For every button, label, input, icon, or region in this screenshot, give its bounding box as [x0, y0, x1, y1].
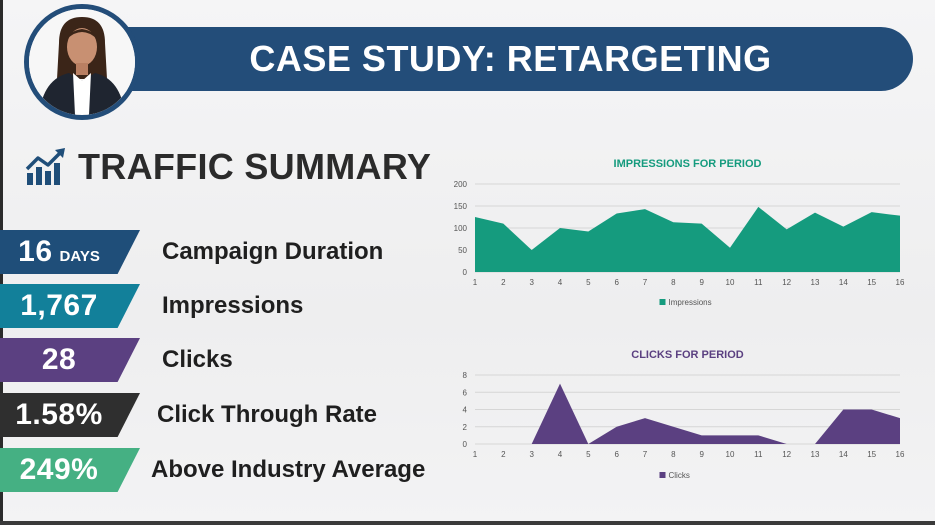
x-tick-label: 15	[867, 278, 876, 287]
x-tick-label: 9	[699, 450, 704, 459]
chart-title: CLICKS FOR PERIOD	[631, 349, 744, 361]
y-tick-label: 0	[463, 268, 468, 277]
x-tick-label: 1	[473, 278, 478, 287]
stat-box-duration: 16 DAYS	[0, 230, 140, 274]
stat-label: Above Industry Average	[151, 456, 426, 483]
y-tick-label: 8	[463, 371, 468, 380]
person-avatar-icon	[29, 9, 135, 115]
x-tick-label: 11	[754, 450, 763, 459]
stat-value: 28	[41, 343, 77, 376]
legend-swatch	[659, 299, 666, 305]
y-tick-label: 200	[454, 180, 468, 189]
x-tick-label: 8	[671, 278, 676, 287]
x-tick-label: 16	[896, 278, 905, 287]
series-area-impressions	[475, 206, 900, 272]
clicks-chart: CLICKS FOR PERIOD 0 2 4 6 8 1 2 3 4 5 6 7 8 9 10 11 12 13 1…	[440, 340, 920, 490]
y-tick-label: 100	[454, 224, 468, 233]
stat-row-impressions: 1,767 Impressions	[0, 284, 460, 328]
series-area-clicks	[475, 383, 900, 444]
x-tick-label: 5	[586, 450, 591, 459]
impressions-chart: IMPRESSIONS FOR PERIOD 0 50 100 150 200 1 2 3 4 5 6…	[440, 150, 920, 315]
x-tick-label: 14	[839, 450, 848, 459]
x-tick-label: 10	[726, 278, 735, 287]
stat-box-above-average: 249%	[0, 448, 140, 492]
x-tick-label: 7	[643, 278, 648, 287]
frame-bottom-edge	[0, 521, 935, 525]
x-tick-label: 6	[614, 278, 619, 287]
legend-label: Impressions	[669, 298, 712, 307]
stat-label: Impressions	[162, 292, 304, 319]
stat-box-impressions: 1,767	[0, 284, 140, 328]
legend-swatch	[659, 472, 666, 478]
stat-row-duration: 16 DAYS Campaign Duration	[0, 230, 460, 274]
stat-row-above-average: 249% Above Industry Average	[0, 448, 460, 492]
y-tick-label: 0	[463, 440, 468, 449]
section-title-text: TRAFFIC SUMMARY	[78, 146, 432, 187]
stat-value: 249%	[19, 453, 99, 486]
trending-chart-icon	[25, 148, 65, 185]
x-tick-label: 15	[867, 450, 876, 459]
title-banner	[108, 27, 913, 91]
stat-value: 1.58%	[15, 398, 103, 431]
stat-label: Campaign Duration	[162, 238, 384, 265]
y-tick-label: 150	[454, 202, 468, 211]
y-tick-label: 50	[458, 246, 467, 255]
x-tick-label: 8	[671, 450, 676, 459]
x-tick-label: 3	[529, 450, 534, 459]
x-tick-label: 16	[896, 450, 905, 459]
x-tick-label: 12	[782, 450, 791, 459]
stat-row-ctr: 1.58% Click Through Rate	[0, 393, 460, 437]
x-tick-label: 9	[699, 278, 704, 287]
stat-box-ctr: 1.58%	[0, 393, 140, 437]
x-tick-label: 6	[614, 450, 619, 459]
x-tick-label: 2	[501, 278, 506, 287]
x-tick-label: 10	[726, 450, 735, 459]
stat-value: 1,767	[20, 289, 98, 322]
y-tick-label: 6	[463, 388, 468, 397]
chart-title: IMPRESSIONS FOR PERIOD	[614, 158, 762, 170]
x-tick-label: 3	[529, 278, 534, 287]
x-tick-label: 4	[558, 278, 563, 287]
stat-unit: DAYS	[59, 247, 100, 265]
x-tick-label: 13	[811, 450, 820, 459]
legend-label: Clicks	[669, 471, 690, 480]
stat-label: Click Through Rate	[157, 401, 378, 428]
x-tick-label: 5	[586, 278, 591, 287]
stat-label: Clicks	[162, 346, 233, 373]
x-tick-label: 13	[811, 278, 820, 287]
x-tick-label: 2	[501, 450, 506, 459]
stat-value: 16	[18, 235, 53, 268]
x-tick-label: 1	[473, 450, 478, 459]
x-tick-label: 11	[754, 278, 763, 287]
x-tick-label: 12	[782, 278, 791, 287]
x-tick-label: 7	[643, 450, 648, 459]
x-tick-label: 4	[558, 450, 563, 459]
avatar	[24, 4, 140, 120]
y-tick-label: 4	[463, 406, 468, 415]
stat-row-clicks: 28 Clicks	[0, 338, 460, 382]
stat-box-clicks: 28	[0, 338, 140, 382]
page-title: CASE STUDY: RETARGETING	[249, 38, 772, 79]
y-tick-label: 2	[463, 423, 468, 432]
section-title: TRAFFIC SUMMARY	[24, 145, 431, 189]
x-tick-label: 14	[839, 278, 848, 287]
